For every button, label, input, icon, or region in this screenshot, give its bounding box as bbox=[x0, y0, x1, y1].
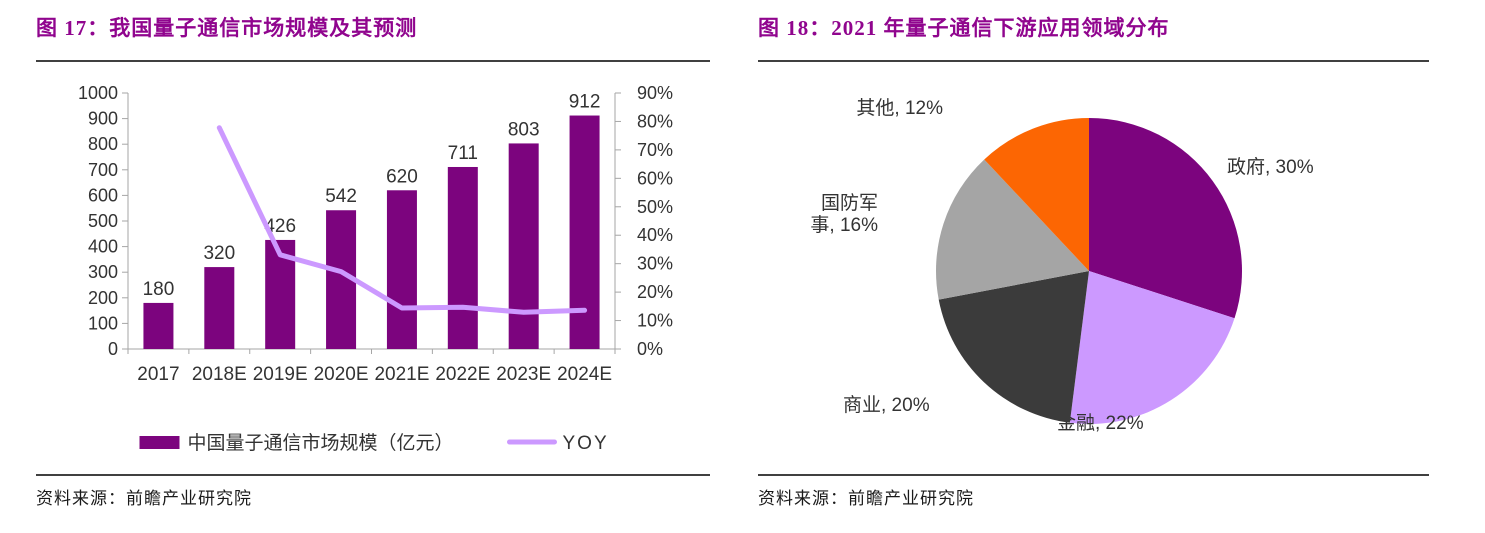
right-axis-label: 50% bbox=[637, 197, 673, 217]
pie-slice-label: 国防军 bbox=[821, 192, 878, 214]
x-axis-category-label: 2018E bbox=[192, 364, 247, 385]
bar bbox=[204, 267, 235, 349]
figure-17-title-rule bbox=[36, 60, 710, 62]
left-axis-label: 200 bbox=[88, 288, 118, 308]
x-axis-category-label: 2021E bbox=[374, 364, 429, 385]
pie-slice bbox=[984, 118, 1089, 271]
figure-17-title: 图 17：我国量子通信市场规模及其预测 bbox=[36, 16, 418, 40]
right-axis-label: 30% bbox=[637, 254, 673, 274]
pie-slice-label: 事, 16% bbox=[810, 214, 878, 236]
bar bbox=[569, 115, 600, 349]
x-axis-category-label: 2024E bbox=[557, 364, 612, 385]
figure-17-source: 资料来源：前瞻产业研究院 bbox=[36, 489, 252, 508]
pie-slice bbox=[938, 271, 1089, 423]
x-axis-category-label: 2019E bbox=[253, 364, 308, 385]
right-axis-label: 0% bbox=[637, 339, 663, 359]
right-axis-label: 70% bbox=[637, 140, 673, 160]
legend-bar-swatch bbox=[139, 436, 180, 449]
figure-18-title: 图 18：2021 年量子通信下游应用领域分布 bbox=[758, 16, 1170, 40]
bar bbox=[143, 302, 174, 349]
bar bbox=[386, 190, 417, 349]
right-axis-label: 10% bbox=[637, 311, 673, 331]
left-axis-label: 800 bbox=[88, 134, 118, 154]
fig17-chart: 0 100 200 300 400 500 600 700 800 900 1000 0% 10% 20%… bbox=[78, 83, 673, 454]
bar bbox=[447, 166, 478, 349]
pie-slice-label: 政府, 30% bbox=[1227, 156, 1314, 178]
figure-17-panel: 图 17：我国量子通信市场规模及其预测 0 100 200 300 400 500 600 7… bbox=[36, 14, 710, 509]
left-axis-label: 900 bbox=[88, 109, 118, 129]
right-axis-label: 20% bbox=[637, 282, 673, 302]
x-axis-category-label: 2017 bbox=[137, 364, 179, 385]
pie-slice-label: 其他, 12% bbox=[856, 97, 943, 119]
figure-18-source: 资料来源：前瞻产业研究院 bbox=[758, 489, 974, 508]
figure-17-source-rule bbox=[36, 474, 710, 476]
right-axis-label: 60% bbox=[637, 168, 673, 188]
bar-value-label: 542 bbox=[325, 186, 357, 207]
bar-value-label: 320 bbox=[203, 243, 235, 264]
bar-value-label: 180 bbox=[143, 279, 175, 300]
right-axis-label: 90% bbox=[637, 83, 673, 103]
left-axis-label: 1000 bbox=[78, 83, 118, 103]
right-axis-label: 80% bbox=[637, 111, 673, 131]
x-axis-category-label: 2022E bbox=[435, 364, 490, 385]
bar-value-label: 426 bbox=[264, 216, 296, 237]
left-axis-label: 500 bbox=[88, 211, 118, 231]
left-axis-label: 600 bbox=[88, 185, 118, 205]
left-axis-label: 700 bbox=[88, 160, 118, 180]
x-axis-category-label: 2020E bbox=[314, 364, 369, 385]
bar-value-label: 803 bbox=[508, 119, 540, 140]
legend-bar-label: 中国量子通信市场规模（亿元） bbox=[188, 432, 454, 454]
figure-18-panel: 图 18：2021 年量子通信下游应用领域分布 政府, 30% 金融, 22% 商业… bbox=[758, 14, 1429, 509]
figure-18-source-rule bbox=[758, 474, 1429, 476]
yoy-line bbox=[216, 125, 588, 315]
left-axis-label: 0 bbox=[108, 339, 118, 359]
bar-value-label: 912 bbox=[569, 92, 601, 113]
pie-slice-label: 金融, 22% bbox=[1057, 412, 1144, 434]
bar-value-label: 620 bbox=[386, 166, 418, 187]
pie-slice bbox=[1069, 271, 1235, 424]
legend-line-label: YOY bbox=[563, 433, 609, 454]
left-axis-label: 100 bbox=[88, 313, 118, 333]
x-axis-category-label: 2023E bbox=[496, 364, 551, 385]
pie-slice-label: 商业, 20% bbox=[843, 394, 930, 416]
bar bbox=[508, 143, 539, 349]
left-axis-label: 400 bbox=[88, 237, 118, 257]
pie-slice bbox=[935, 159, 1089, 300]
figure-18-title-rule bbox=[758, 60, 1429, 62]
right-axis-label: 40% bbox=[637, 225, 673, 245]
bar-value-label: 711 bbox=[448, 143, 478, 164]
pie-slice bbox=[1089, 118, 1242, 319]
left-axis-label: 300 bbox=[88, 262, 118, 282]
